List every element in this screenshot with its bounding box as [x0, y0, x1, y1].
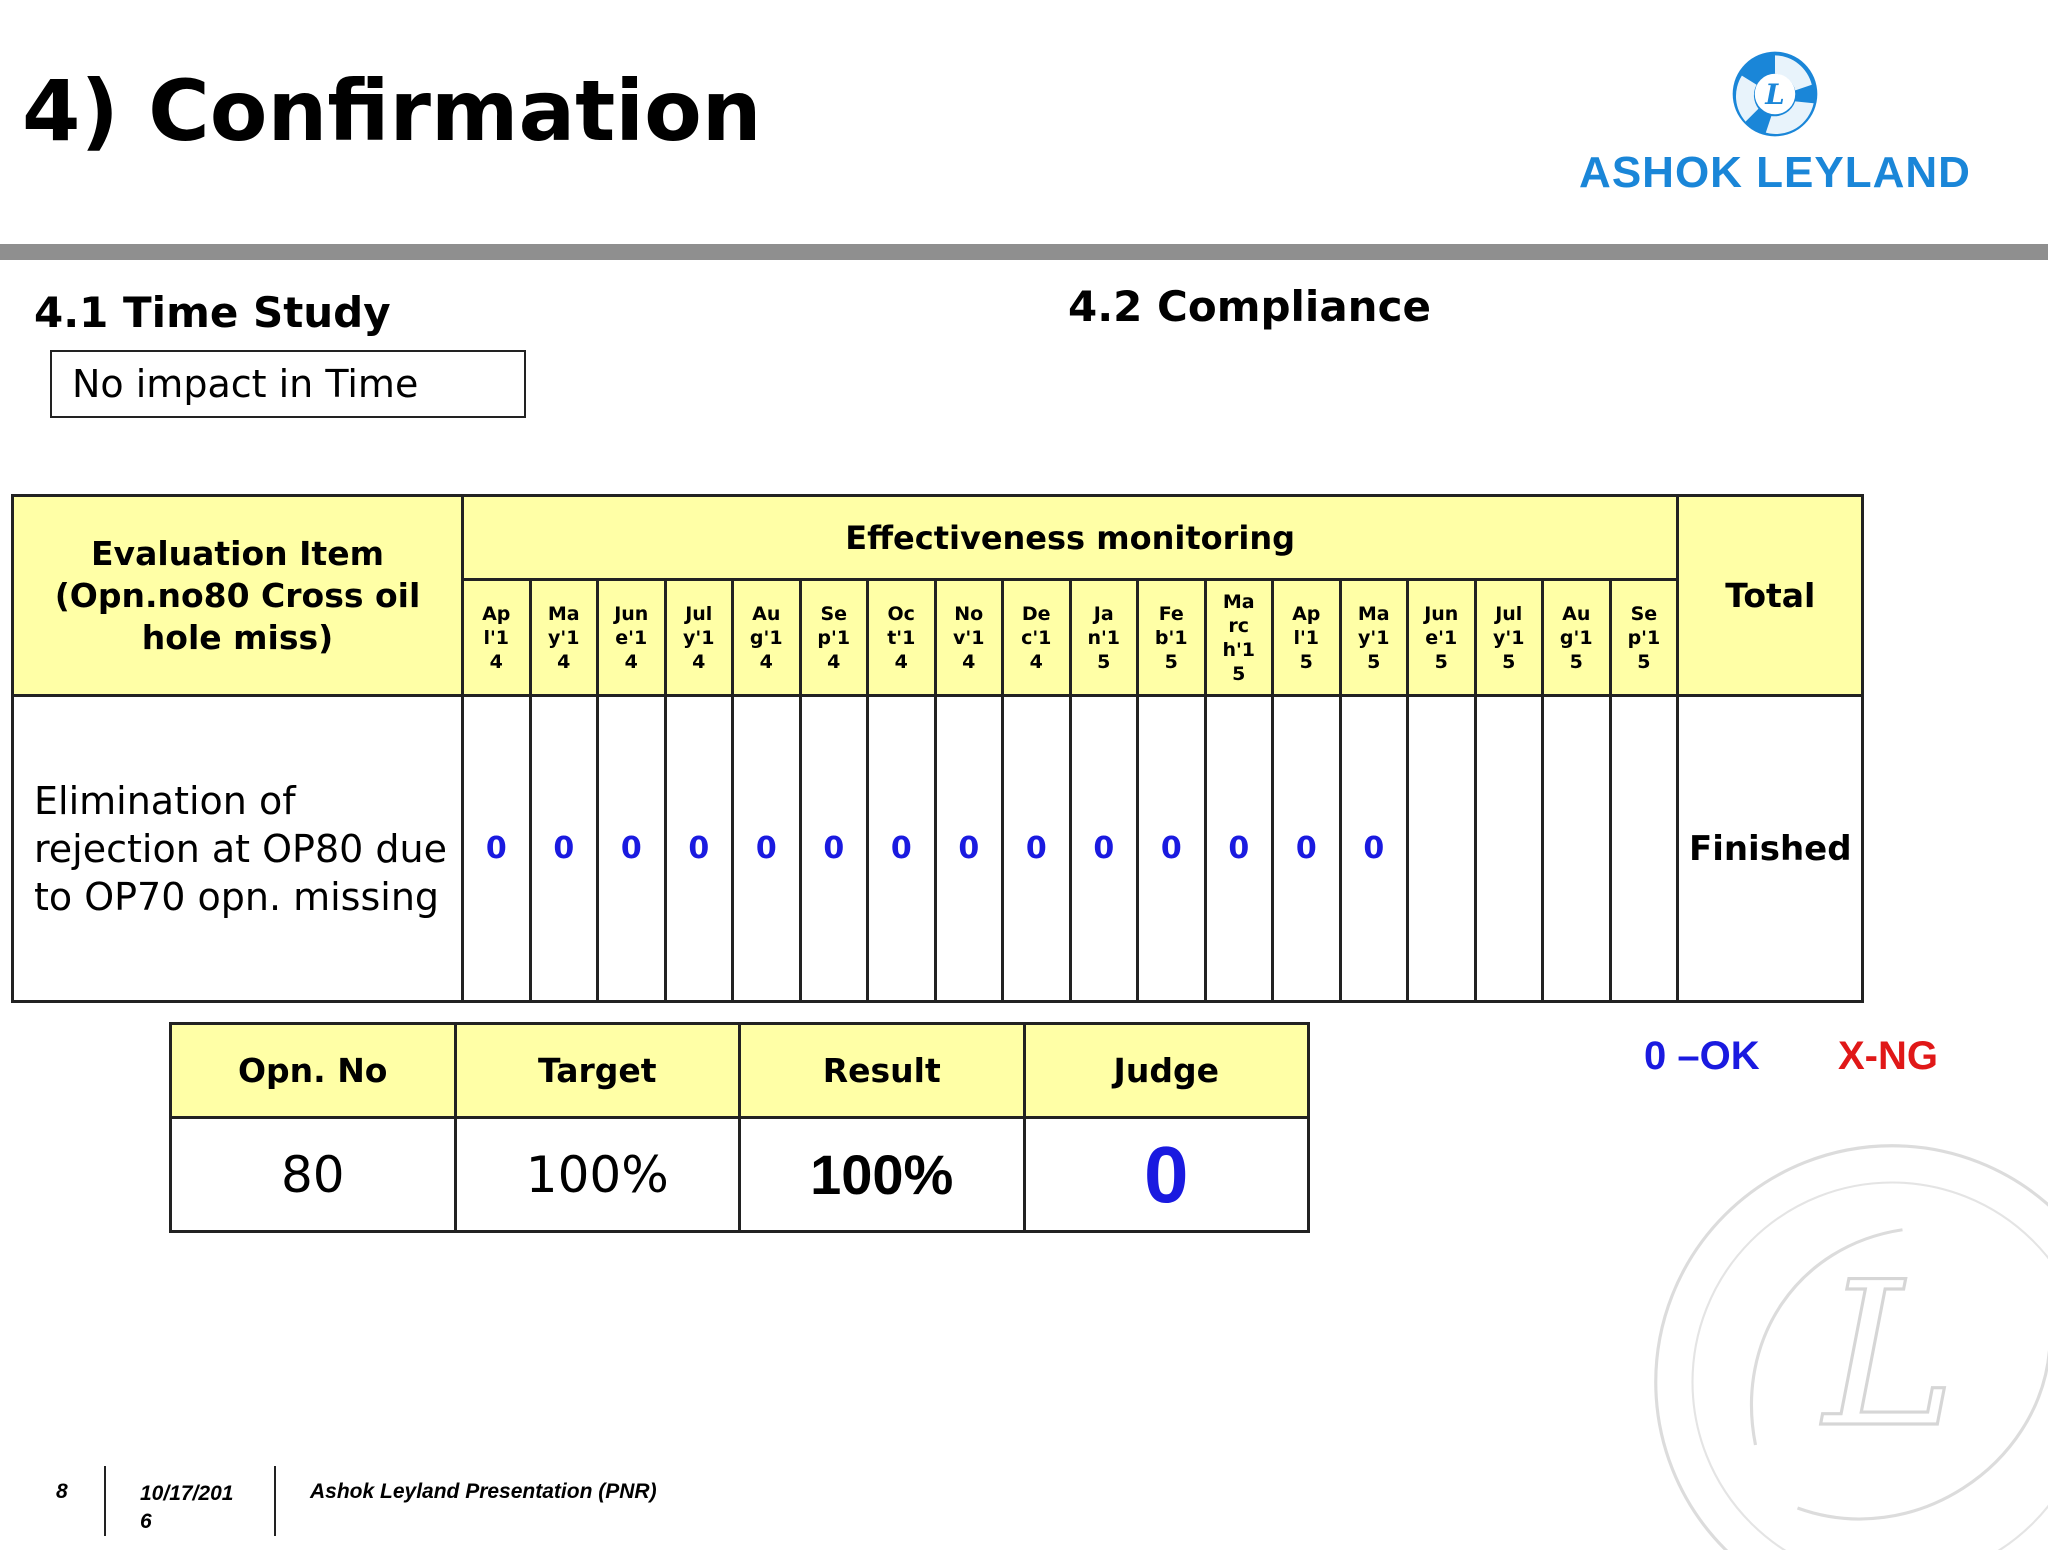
monthly-result-cell	[1475, 696, 1543, 1002]
month-header: Feb'15	[1138, 580, 1206, 696]
ashok-leyland-logo: L ASHOK LEYLAND	[1545, 48, 2005, 198]
monthly-result-cell: 0	[1003, 696, 1071, 1002]
monthly-result-cell: 0	[1070, 696, 1138, 1002]
monthly-result-cell: 0	[935, 696, 1003, 1002]
time-study-heading: 4.1 Time Study	[34, 288, 391, 337]
footer-divider	[274, 1466, 276, 1536]
total-value: Finished	[1678, 696, 1863, 1002]
footer-date-line2: 6	[140, 1508, 233, 1536]
table-row: Elimination of rejection at OP80 due to …	[13, 696, 1863, 1002]
monthly-result-cell: 0	[1340, 696, 1408, 1002]
month-header: Jan'15	[1070, 580, 1138, 696]
footer-divider	[104, 1466, 106, 1536]
logo-text: ASHOK LEYLAND	[1545, 148, 2005, 198]
judge-table: Opn. No Target Result Judge 80 100% 100%…	[169, 1022, 1310, 1233]
month-header: Dec'14	[1003, 580, 1071, 696]
title-divider	[0, 244, 2048, 260]
footer-date: 10/17/201 6	[140, 1480, 233, 1536]
monthly-result-cell	[1543, 696, 1611, 1002]
effectiveness-table: Evaluation Item (Opn.no80 Cross oil hole…	[11, 494, 1864, 1003]
month-header: Sep'14	[800, 580, 868, 696]
leyland-watermark-icon: L	[1640, 1130, 2048, 1550]
footer-date-line1: 10/17/201	[140, 1480, 233, 1508]
svg-text:L: L	[1820, 1240, 1956, 1472]
evaluation-item-text: Elimination of rejection at OP80 due to …	[13, 696, 463, 1002]
month-header: Apl'14	[463, 580, 531, 696]
leyland-emblem-icon: L	[1729, 48, 1821, 140]
monthly-result-cell: 0	[598, 696, 666, 1002]
compliance-heading: 4.2 Compliance	[1068, 282, 1431, 331]
monthly-result-cell: 0	[1273, 696, 1341, 1002]
legend-ok: 0 –OK	[1644, 1034, 1760, 1079]
footer-page-number: 8	[56, 1480, 68, 1504]
legend-ng: X-NG	[1838, 1034, 1938, 1079]
monthly-result-cell: 0	[463, 696, 531, 1002]
judge-header: Judge	[1024, 1024, 1309, 1118]
evaluation-item-header: Evaluation Item (Opn.no80 Cross oil hole…	[13, 496, 463, 696]
monthly-result-cell: 0	[530, 696, 598, 1002]
month-header: Aug'14	[733, 580, 801, 696]
time-study-box: No impact in Time	[50, 350, 526, 418]
monthly-result-cell: 0	[868, 696, 936, 1002]
slide-title: 4) Confirmation	[22, 62, 762, 160]
month-header: Nov'14	[935, 580, 1003, 696]
month-header: Apl'15	[1273, 580, 1341, 696]
month-header: May'14	[530, 580, 598, 696]
monthly-result-cell: 0	[800, 696, 868, 1002]
effectiveness-monitoring-header: Effectiveness monitoring	[463, 496, 1678, 580]
opn-no-value: 80	[171, 1118, 456, 1232]
month-header: June'14	[598, 580, 666, 696]
total-header: Total	[1678, 496, 1863, 696]
monthly-result-cell: 0	[665, 696, 733, 1002]
result-value: 100%	[740, 1118, 1025, 1232]
result-header: Result	[740, 1024, 1025, 1118]
target-header: Target	[455, 1024, 740, 1118]
target-value: 100%	[455, 1118, 740, 1232]
month-header: May'15	[1340, 580, 1408, 696]
monthly-result-cell	[1408, 696, 1476, 1002]
monthly-result-cell: 0	[1205, 696, 1273, 1002]
monthly-result-cell: 0	[733, 696, 801, 1002]
evaluation-item-subject: (Opn.no80 Cross oil hole miss)	[14, 575, 461, 659]
month-header: Oct'14	[868, 580, 936, 696]
month-header: Sep'15	[1610, 580, 1678, 696]
month-header: Aug'15	[1543, 580, 1611, 696]
monthly-result-cell	[1610, 696, 1678, 1002]
emblem-letter: L	[1764, 78, 1784, 111]
footer-presentation-title: Ashok Leyland Presentation (PNR)	[310, 1480, 657, 1504]
month-header: July'15	[1475, 580, 1543, 696]
evaluation-item-label: Evaluation Item	[14, 533, 461, 575]
judge-value: 0	[1024, 1118, 1309, 1232]
opn-no-header: Opn. No	[171, 1024, 456, 1118]
month-header: June'15	[1408, 580, 1476, 696]
month-header: March'15	[1205, 580, 1273, 696]
month-header: July'14	[665, 580, 733, 696]
monthly-result-cell: 0	[1138, 696, 1206, 1002]
